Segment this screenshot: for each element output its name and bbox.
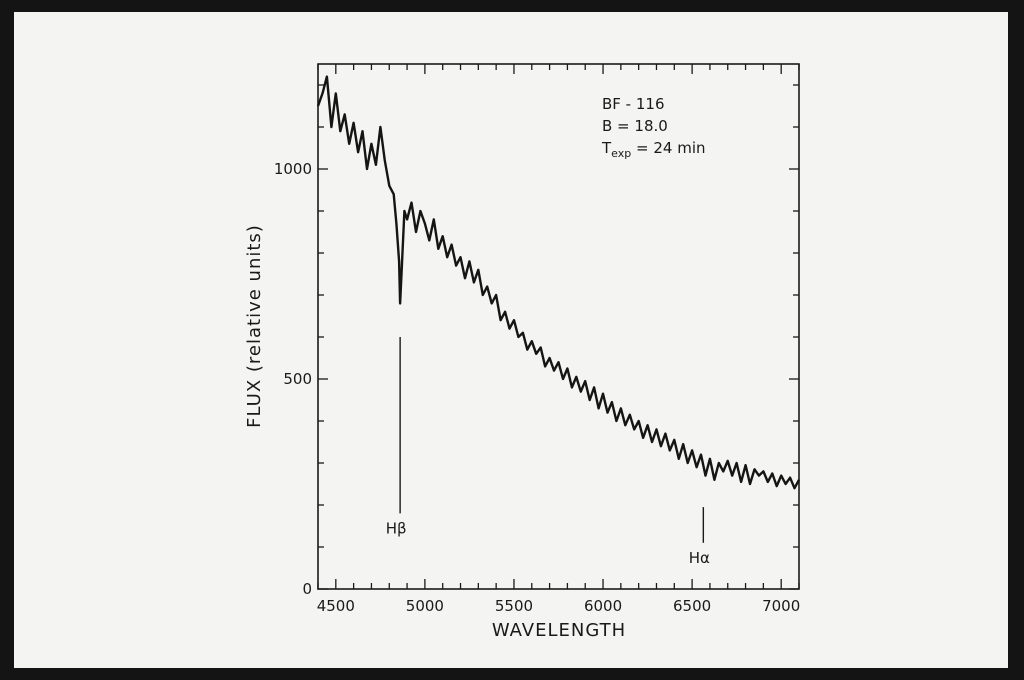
- exposure-prefix: T: [601, 139, 612, 157]
- plot-frame: [317, 63, 800, 590]
- x-tick-label: 5500: [495, 597, 533, 615]
- y-axis-title: FLUX (relative units): [244, 224, 265, 428]
- exposure-label: Texp = 24 min: [601, 139, 706, 160]
- exposure-subscript: exp: [611, 147, 631, 160]
- marker-label: Hα: [689, 549, 710, 567]
- y-tick-label: 1000: [274, 160, 312, 178]
- x-tick-label: 5000: [406, 597, 444, 615]
- object-name-label: BF - 116: [602, 95, 665, 113]
- magnitude-label: B = 18.0: [602, 117, 668, 135]
- slide-background: 4500 5000 5500 6000 6500 7000 0 500 1000 Hβ Hα W…: [14, 12, 1008, 668]
- x-tick-label: 4500: [317, 597, 355, 615]
- x-axis-title: WAVELENGTH: [492, 620, 626, 641]
- spectrum-chart: 4500 5000 5500 6000 6500 7000 0 500 1000 Hβ Hα W…: [244, 63, 801, 641]
- x-tick-label: 7000: [762, 597, 800, 615]
- x-tick-label: 6500: [673, 597, 711, 615]
- x-axis-ticks: 4500 5000 5500 6000 6500 7000: [317, 64, 800, 615]
- y-tick-label: 500: [283, 370, 312, 388]
- x-tick-label: 6000: [584, 597, 622, 615]
- spectral-line-markers: Hβ Hα: [386, 337, 710, 567]
- spectrum-series-line: [316, 75, 801, 490]
- y-axis-ticks: 0 500 1000: [274, 84, 799, 598]
- y-tick-label: 0: [302, 580, 312, 598]
- marker-label: Hβ: [386, 519, 407, 537]
- exposure-suffix: = 24 min: [631, 139, 705, 157]
